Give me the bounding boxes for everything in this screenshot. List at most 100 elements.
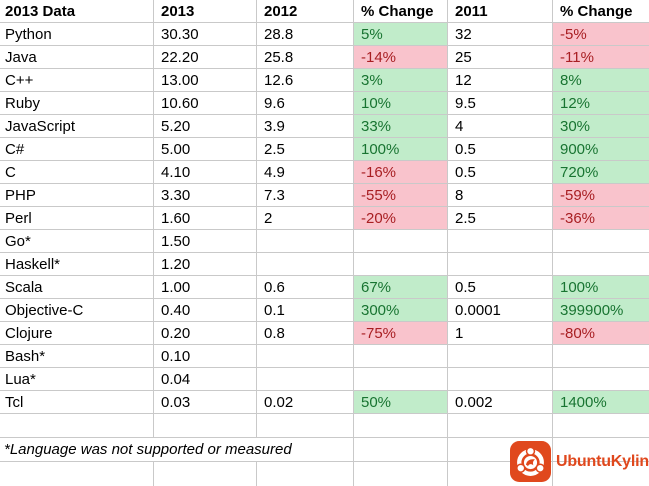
change-vs-2012-cell[interactable]: -14%: [354, 46, 448, 69]
value-2011-cell[interactable]: 32: [448, 23, 553, 46]
empty-cell[interactable]: [448, 462, 553, 486]
empty-cell[interactable]: [448, 414, 553, 438]
language-cell[interactable]: Go*: [0, 230, 154, 253]
change-vs-2012-cell[interactable]: [354, 345, 448, 368]
change-vs-2011-cell[interactable]: -59%: [553, 184, 649, 207]
value-2011-cell[interactable]: [448, 345, 553, 368]
value-2012-cell[interactable]: [257, 230, 354, 253]
change-vs-2011-cell[interactable]: 720%: [553, 161, 649, 184]
change-vs-2012-cell[interactable]: -75%: [354, 322, 448, 345]
change-vs-2011-cell[interactable]: -36%: [553, 207, 649, 230]
value-2012-cell[interactable]: 2.5: [257, 138, 354, 161]
value-2012-cell[interactable]: 0.1: [257, 299, 354, 322]
value-2011-cell[interactable]: 0.002: [448, 391, 553, 414]
value-2011-cell[interactable]: 0.5: [448, 138, 553, 161]
change-vs-2011-cell[interactable]: 12%: [553, 92, 649, 115]
value-2013-cell[interactable]: 4.10: [154, 161, 257, 184]
value-2013-cell[interactable]: 5.00: [154, 138, 257, 161]
value-2012-cell[interactable]: 3.9: [257, 115, 354, 138]
language-cell[interactable]: Scala: [0, 276, 154, 299]
value-2011-cell[interactable]: 0.0001: [448, 299, 553, 322]
value-2012-cell[interactable]: 2: [257, 207, 354, 230]
change-vs-2011-cell[interactable]: 30%: [553, 115, 649, 138]
column-header-2[interactable]: 2012: [257, 0, 354, 23]
change-vs-2011-cell[interactable]: 1400%: [553, 391, 649, 414]
change-vs-2012-cell[interactable]: 33%: [354, 115, 448, 138]
change-vs-2012-cell[interactable]: -55%: [354, 184, 448, 207]
value-2013-cell[interactable]: 0.40: [154, 299, 257, 322]
change-vs-2011-cell[interactable]: [553, 368, 649, 391]
change-vs-2012-cell[interactable]: 3%: [354, 69, 448, 92]
change-vs-2012-cell[interactable]: 10%: [354, 92, 448, 115]
value-2012-cell[interactable]: [257, 368, 354, 391]
value-2011-cell[interactable]: 0.5: [448, 276, 553, 299]
change-vs-2011-cell[interactable]: 100%: [553, 276, 649, 299]
value-2013-cell[interactable]: 5.20: [154, 115, 257, 138]
value-2012-cell[interactable]: 28.8: [257, 23, 354, 46]
language-cell[interactable]: Objective-C: [0, 299, 154, 322]
language-cell[interactable]: Haskell*: [0, 253, 154, 276]
change-vs-2012-cell[interactable]: 100%: [354, 138, 448, 161]
value-2011-cell[interactable]: 1: [448, 322, 553, 345]
language-cell[interactable]: JavaScript: [0, 115, 154, 138]
value-2011-cell[interactable]: 2.5: [448, 207, 553, 230]
value-2013-cell[interactable]: 3.30: [154, 184, 257, 207]
value-2013-cell[interactable]: 13.00: [154, 69, 257, 92]
value-2012-cell[interactable]: 7.3: [257, 184, 354, 207]
change-vs-2012-cell[interactable]: -16%: [354, 161, 448, 184]
language-cell[interactable]: Ruby: [0, 92, 154, 115]
value-2012-cell[interactable]: 0.8: [257, 322, 354, 345]
empty-cell[interactable]: [553, 438, 649, 462]
change-vs-2011-cell[interactable]: 399900%: [553, 299, 649, 322]
change-vs-2011-cell[interactable]: -11%: [553, 46, 649, 69]
column-header-0[interactable]: 2013 Data: [0, 0, 154, 23]
value-2013-cell[interactable]: 0.10: [154, 345, 257, 368]
language-cell[interactable]: Lua*: [0, 368, 154, 391]
value-2013-cell[interactable]: 1.20: [154, 253, 257, 276]
empty-cell[interactable]: [257, 414, 354, 438]
value-2013-cell[interactable]: 22.20: [154, 46, 257, 69]
language-cell[interactable]: Clojure: [0, 322, 154, 345]
change-vs-2011-cell[interactable]: 8%: [553, 69, 649, 92]
change-vs-2011-cell[interactable]: [553, 345, 649, 368]
empty-cell[interactable]: [0, 462, 154, 486]
language-cell[interactable]: C#: [0, 138, 154, 161]
value-2012-cell[interactable]: [257, 253, 354, 276]
language-cell[interactable]: PHP: [0, 184, 154, 207]
value-2011-cell[interactable]: 9.5: [448, 92, 553, 115]
empty-cell[interactable]: [257, 462, 354, 486]
value-2013-cell[interactable]: 30.30: [154, 23, 257, 46]
value-2012-cell[interactable]: 9.6: [257, 92, 354, 115]
value-2013-cell[interactable]: 0.04: [154, 368, 257, 391]
change-vs-2011-cell[interactable]: -80%: [553, 322, 649, 345]
empty-cell[interactable]: [553, 414, 649, 438]
language-cell[interactable]: C++: [0, 69, 154, 92]
value-2011-cell[interactable]: 0.5: [448, 161, 553, 184]
value-2012-cell[interactable]: 12.6: [257, 69, 354, 92]
change-vs-2011-cell[interactable]: -5%: [553, 23, 649, 46]
empty-cell[interactable]: [154, 414, 257, 438]
value-2011-cell[interactable]: 8: [448, 184, 553, 207]
value-2011-cell[interactable]: [448, 230, 553, 253]
value-2013-cell[interactable]: 10.60: [154, 92, 257, 115]
column-header-5[interactable]: % Change: [553, 0, 649, 23]
value-2011-cell[interactable]: [448, 368, 553, 391]
value-2012-cell[interactable]: 4.9: [257, 161, 354, 184]
value-2013-cell[interactable]: 1.50: [154, 230, 257, 253]
language-cell[interactable]: Java: [0, 46, 154, 69]
change-vs-2012-cell[interactable]: -20%: [354, 207, 448, 230]
value-2011-cell[interactable]: [448, 253, 553, 276]
language-cell[interactable]: C: [0, 161, 154, 184]
value-2013-cell[interactable]: 1.00: [154, 276, 257, 299]
change-vs-2012-cell[interactable]: 67%: [354, 276, 448, 299]
change-vs-2012-cell[interactable]: 50%: [354, 391, 448, 414]
change-vs-2011-cell[interactable]: [553, 253, 649, 276]
change-vs-2012-cell[interactable]: 300%: [354, 299, 448, 322]
language-cell[interactable]: Tcl: [0, 391, 154, 414]
column-header-4[interactable]: 2011: [448, 0, 553, 23]
column-header-3[interactable]: % Change: [354, 0, 448, 23]
change-vs-2011-cell[interactable]: 900%: [553, 138, 649, 161]
column-header-1[interactable]: 2013: [154, 0, 257, 23]
change-vs-2012-cell[interactable]: [354, 230, 448, 253]
empty-cell[interactable]: [154, 462, 257, 486]
